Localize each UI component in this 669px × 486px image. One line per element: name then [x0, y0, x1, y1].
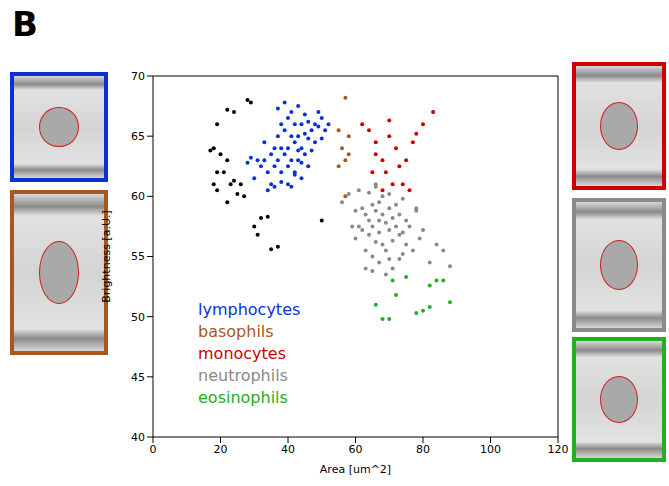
svg-text:40: 40: [131, 431, 145, 444]
svg-text:60: 60: [131, 190, 145, 203]
svg-text:65: 65: [131, 130, 145, 143]
html-text:eosinophils: eosinophils: [198, 388, 288, 407]
html-text:B: B: [12, 4, 38, 44]
svg-text:Area [um^2]: Area [um^2]: [320, 463, 391, 476]
svg-text:0: 0: [150, 443, 157, 456]
html-text:monocytes: monocytes: [198, 344, 286, 363]
svg-text:Brightness [a.U.]: Brightness [a.U.]: [100, 210, 113, 302]
svg-text:20: 20: [214, 443, 228, 456]
svg-text:60: 60: [349, 443, 363, 456]
svg-text:55: 55: [131, 250, 145, 263]
svg-text:70: 70: [131, 70, 145, 83]
svg-text:80: 80: [416, 443, 430, 456]
svg-text:40: 40: [281, 443, 295, 456]
html-text:neutrophils: neutrophils: [198, 366, 288, 385]
html-text:basophils: basophils: [198, 322, 274, 341]
svg-text:50: 50: [131, 311, 145, 324]
svg-text:120: 120: [548, 443, 569, 456]
svg-text:45: 45: [131, 371, 145, 384]
svg-text:100: 100: [480, 443, 501, 456]
html-text:lymphocytes: lymphocytes: [198, 300, 301, 319]
